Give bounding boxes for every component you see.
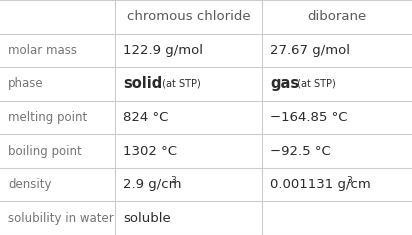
Text: gas: gas	[270, 76, 299, 91]
Text: chromous chloride: chromous chloride	[126, 10, 250, 23]
Text: melting point: melting point	[8, 111, 87, 124]
Text: solubility in water: solubility in water	[8, 212, 114, 225]
Text: 3: 3	[170, 176, 176, 185]
Text: −92.5 °C: −92.5 °C	[270, 145, 331, 158]
Text: density: density	[8, 178, 52, 191]
Text: phase: phase	[8, 77, 44, 90]
Text: 3: 3	[346, 176, 352, 185]
Text: 824 °C: 824 °C	[123, 111, 169, 124]
Text: (at STP): (at STP)	[295, 79, 336, 89]
Text: 122.9 g/mol: 122.9 g/mol	[123, 44, 203, 57]
Text: boiling point: boiling point	[8, 145, 82, 158]
Text: 0.001131 g/cm: 0.001131 g/cm	[270, 178, 371, 191]
Text: 2.9 g/cm: 2.9 g/cm	[123, 178, 182, 191]
Text: 1302 °C: 1302 °C	[123, 145, 177, 158]
Text: 27.67 g/mol: 27.67 g/mol	[270, 44, 350, 57]
Text: soluble: soluble	[123, 212, 171, 225]
Text: solid: solid	[123, 76, 162, 91]
Text: diborane: diborane	[307, 10, 367, 23]
Text: molar mass: molar mass	[8, 44, 77, 57]
Text: −164.85 °C: −164.85 °C	[270, 111, 347, 124]
Text: (at STP): (at STP)	[159, 79, 201, 89]
